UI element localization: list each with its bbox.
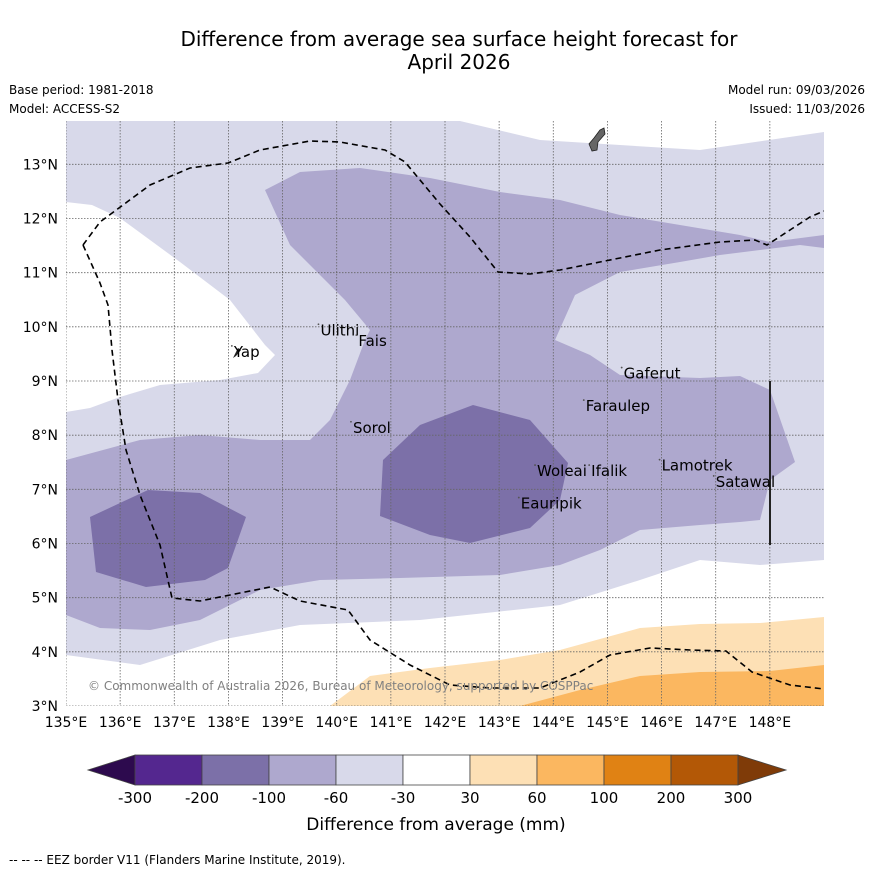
place-marker [534,464,536,466]
colorbar-over-arrow [737,754,788,786]
lon-tick-label: 136°E [99,715,142,731]
colorbar-tick-label: -300 [118,789,152,807]
contour-band-minus200-minus100-center [380,405,568,543]
model-run: Model run: 09/03/2026 [727,83,865,97]
lon-tick-label: 148°E [749,715,792,731]
lon-tick-label: 141°E [370,715,413,731]
colorbar-tick-label: 100 [590,789,619,807]
colorbar-bin [201,754,270,786]
colorbar-bin [536,754,605,786]
lat-tick-label: 12°N [23,212,58,228]
place-label: Faraulep [586,397,650,415]
place-marker [230,345,233,347]
lon-tick-label: 139°E [261,715,304,731]
colorbar-tick-label: 30 [460,789,479,807]
lon-tick-label: 144°E [532,715,575,731]
lon-tick-label: 147°E [694,715,737,731]
place-label: Satawal [716,473,775,491]
place-marker [355,334,358,336]
lat-tick-label: 9°N [32,374,58,390]
issued-date: Issued: 11/03/2026 [749,102,865,116]
lat-tick-label: 4°N [32,645,58,661]
lon-tick-label: 145°E [586,715,629,731]
lon-tick-label: 138°E [207,715,250,731]
colorbar-bin [670,754,739,786]
lon-tick-label: 146°E [640,715,683,731]
colorbar-bin [603,754,672,786]
colorbar: -300 -200 -100 -60 -30 30 60 100 200 300 [86,754,788,807]
colorbar-bin [402,754,471,786]
lat-tick-labels: 3°N 4°N 5°N 6°N 7°N 8°N 9°N 10°N 11°N 12°N 13°N [23,157,58,715]
place-label: Lamotrek [662,457,733,475]
colorbar-tick-label: -30 [391,789,416,807]
lon-tick-label: 135°E [45,715,88,731]
base-period: Base period: 1981-2018 [9,83,154,97]
place-marker [588,464,591,466]
place-marker [350,420,352,423]
lat-tick-label: 3°N [32,699,58,715]
place-label: Ifalik [591,462,627,480]
lat-tick-label: 5°N [32,591,58,607]
eez-border [82,244,824,690]
chart-title-line1: Difference from average sea surface heig… [180,27,738,51]
contour-band-minus200-minus100-west [90,490,246,587]
place-marker [317,323,320,326]
model-name: Model: ACCESS-S2 [9,102,121,116]
colorbar-under-arrow [86,754,136,786]
colorbar-bin [134,754,203,786]
eez-legend-note: -- -- -- EEZ border V11 (Flanders Marine… [9,853,346,867]
place-label: Woleai [537,462,587,480]
contour-band-minus100-minus60 [66,168,824,630]
lon-tick-label: 143°E [478,715,521,731]
meta-left: Base period: 1981-2018 Model: ACCESS-S2 [9,81,154,119]
chart-title-line2: April 2026 [407,50,511,74]
place-marker [517,496,520,499]
colorbar-label: Difference from average (mm) [306,815,565,835]
gridlines [66,121,824,706]
place-marker [620,366,623,369]
colorbar-bin [335,754,404,786]
contour-band-white-west [66,202,275,412]
lat-tick-label: 11°N [23,266,58,282]
colorbar-tick-label: 300 [724,789,753,807]
lon-tick-label: 140°E [315,715,358,731]
lat-tick-label: 10°N [23,320,58,336]
lat-tick-label: 13°N [23,157,58,173]
colorbar-tick-label: 60 [527,789,546,807]
lon-tick-label: 137°E [153,715,196,731]
yap-island-icon [233,348,241,358]
place-marker [712,475,715,477]
lat-tick-label: 8°N [32,428,58,444]
lat-tick-label: 6°N [32,537,58,553]
lon-tick-label: 142°E [424,715,467,731]
meta-right: Model run: 09/03/2026 Issued: 11/03/2026 [728,81,865,119]
colorbar-tick-label: -100 [252,789,286,807]
place-label: Sorol [353,419,391,437]
colorbar-tick-label: -60 [324,789,349,807]
place-label: Gaferut [624,365,681,383]
eez-border-north [82,140,824,275]
chart-title: Difference from average sea surface heig… [0,28,873,74]
lon-tick-labels: 135°E 136°E 137°E 138°E 139°E 140°E 141°E 142°E… [45,715,791,731]
colorbar-bin [268,754,337,786]
lat-tick-label: 7°N [32,482,58,498]
place-marker [658,458,661,461]
copyright-text: © Commonwealth of Australia 2026, Bureau… [88,679,593,693]
place-label: Eauripik [521,495,582,513]
place-label: Fais [358,332,387,350]
colorbar-tick-label: 200 [657,789,686,807]
place-marker [582,399,585,401]
colorbar-tick-label: -200 [185,789,219,807]
colorbar-bin [469,754,538,786]
guam-island-icon [588,127,606,152]
place-label: Yap [233,343,260,361]
contour-band-60-100 [520,665,824,706]
place-label: Ulithi [320,321,359,339]
